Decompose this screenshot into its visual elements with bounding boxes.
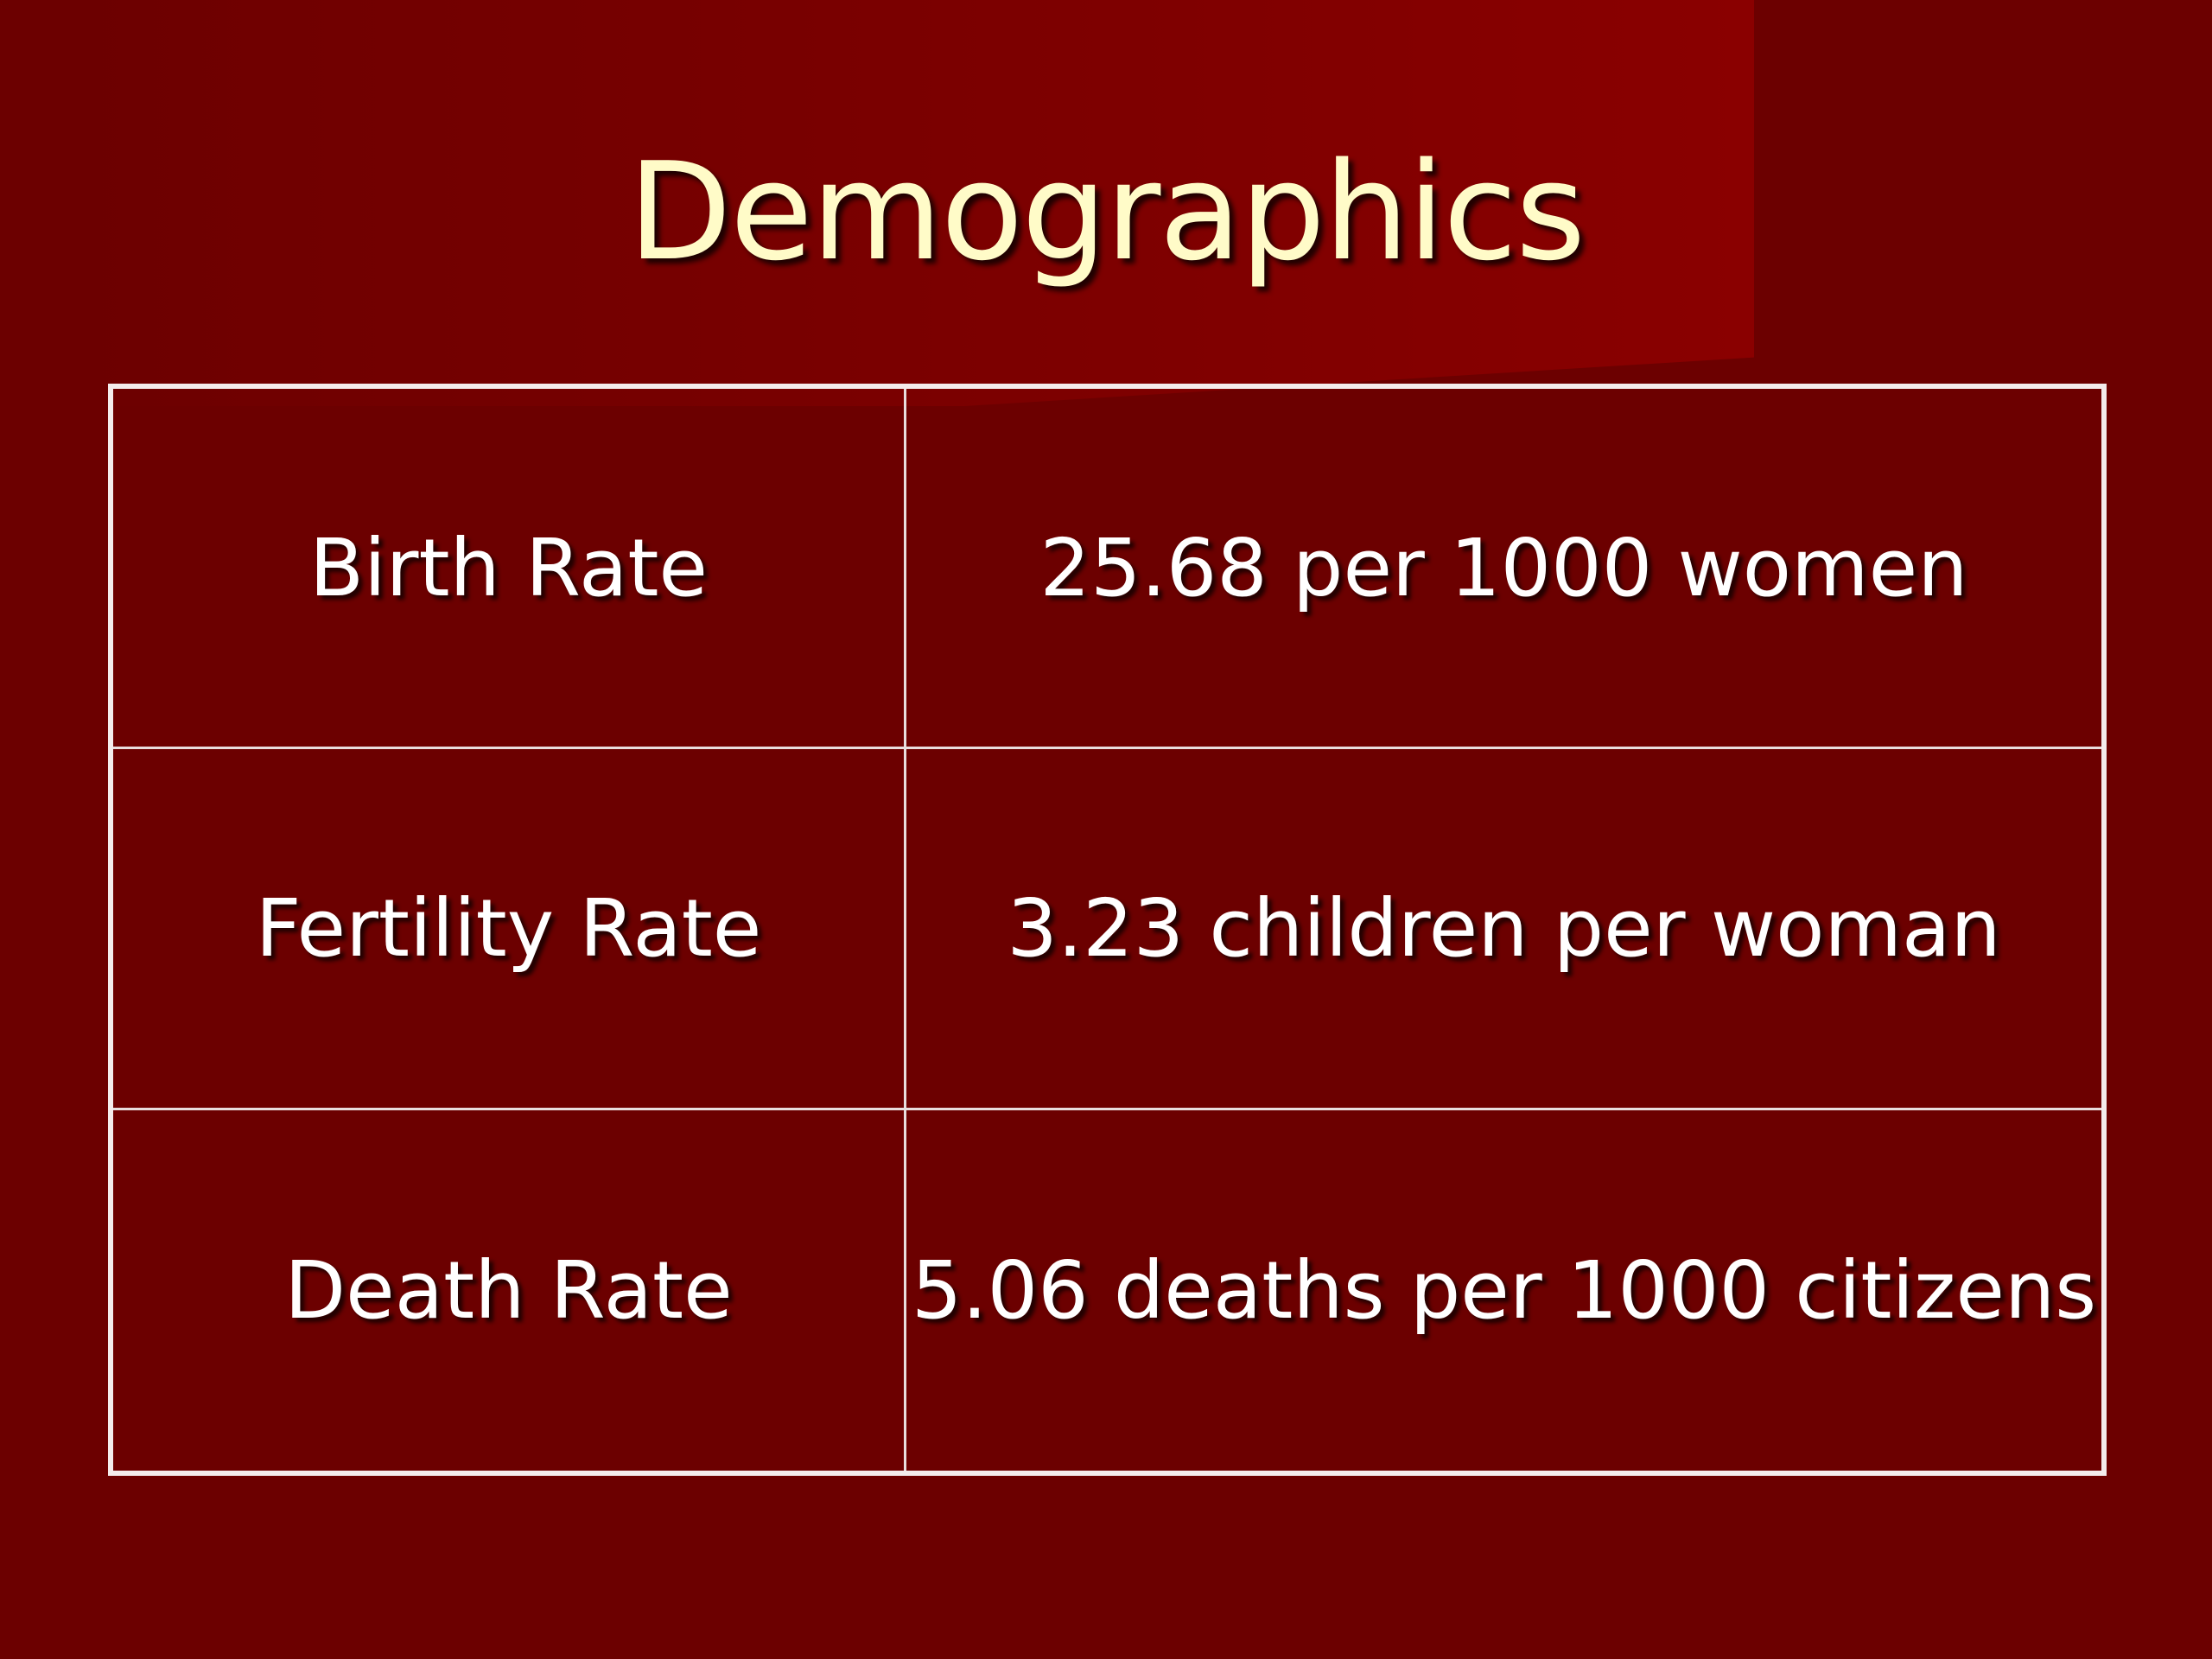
background-highlight <box>0 0 1754 406</box>
table-cell-label-fertility-rate: Fertility Rate <box>113 749 906 1110</box>
slide-title: Demographics <box>627 133 1586 290</box>
table-cell-label-birth-rate: Birth Rate <box>113 389 906 750</box>
table-cell-value-birth-rate: 25.68 per 1000 women <box>906 389 2101 750</box>
table-cell-label-death-rate: Death Rate <box>113 1109 906 1471</box>
table-cell-value-fertility-rate: 3.23 children per woman <box>906 749 2101 1110</box>
background-fade <box>0 0 242 406</box>
table-cell-value-death-rate: 5.06 deaths per 1000 citizens <box>911 1243 2097 1337</box>
demographics-table: Birth Rate 25.68 per 1000 women Fertilit… <box>108 384 2107 1476</box>
